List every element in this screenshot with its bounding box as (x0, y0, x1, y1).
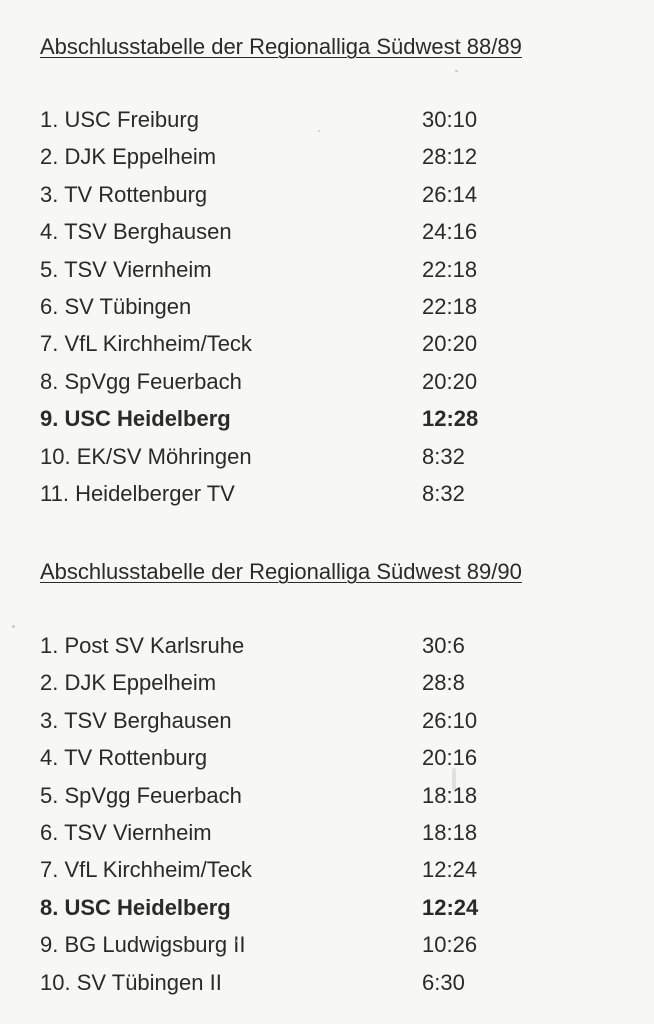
points: 18:18 (422, 782, 478, 808)
standings-table-89-90: 1. Post SV Karlsruhe 30:6 2. DJK Eppelhei… (40, 627, 600, 1001)
points: 8:32 (422, 480, 465, 506)
points: 10:26 (422, 932, 478, 958)
points: 20:16 (422, 745, 478, 771)
team-name: 4. TV Rottenburg (40, 745, 208, 771)
team-name: 9. BG Ludwigsburg II (40, 932, 246, 958)
points: 20:20 (422, 331, 478, 357)
table-row: 1. Post SV Karlsruhe 30:6 (40, 627, 600, 664)
points: 12:28 (422, 406, 479, 432)
points: 12:24 (422, 894, 479, 920)
table-row: 3. TV Rottenburg 26:14 (40, 176, 600, 213)
team-name: 2. DJK Eppelheim (40, 670, 217, 696)
points: 20:20 (422, 368, 478, 394)
points: 18:18 (422, 819, 478, 845)
table-row: 7. VfL Kirchheim/Teck 12:24 (40, 851, 600, 888)
table-row: 11. Heidelberger TV 8:32 (40, 475, 600, 512)
table-row: 2. DJK Eppelheim 28:12 (40, 138, 600, 175)
team-name: 10. EK/SV Möhringen (40, 443, 252, 469)
team-name: 3. TSV Berghausen (40, 707, 232, 733)
scan-speck (236, 940, 238, 942)
table-row-highlighted: 9. USC Heidelberg 12:28 (40, 400, 600, 437)
table-title-88-89: Abschlusstabelle der Regionalliga Südwes… (40, 34, 522, 59)
points: 28:12 (422, 144, 478, 170)
team-name: 7. VfL Kirchheim/Teck (40, 331, 252, 357)
team-name: 10. SV Tübingen II (40, 969, 222, 995)
table-row: 4. TV Rottenburg 20:16 (40, 739, 600, 776)
points: 28:8 (422, 670, 465, 696)
team-name: 5. SpVgg Feuerbach (40, 782, 242, 808)
team-name: 5. TSV Viernheim (40, 256, 212, 282)
table-title-89-90: Abschlusstabelle der Regionalliga Südwes… (40, 559, 522, 584)
team-name: 1. Post SV Karlsruhe (40, 633, 245, 658)
team-name: 2. DJK Eppelheim (40, 144, 217, 170)
points: 24:16 (422, 219, 478, 245)
table-row: 10. EK/SV Möhringen 8:32 (40, 438, 600, 475)
points: 12:24 (422, 857, 478, 883)
table-row: 7. VfL Kirchheim/Teck 20:20 (40, 325, 600, 362)
team-name: 3. TV Rottenburg (40, 181, 208, 207)
table-row: 5. TSV Viernheim 22:18 (40, 251, 600, 288)
team-name: 8. SpVgg Feuerbach (40, 368, 242, 394)
team-name: 7. VfL Kirchheim/Teck (40, 857, 252, 883)
table-row: 9. BG Ludwigsburg II 10:26 (40, 926, 600, 963)
standings-table-88-89: 1. USC Freiburg 30:10 2. DJK Eppelheim 28:… (40, 101, 600, 512)
team-name: 9. USC Heidelberg (40, 406, 231, 432)
team-name: 4. TSV Berghausen (40, 219, 232, 245)
table-row: 6. SV Tübingen 22:18 (40, 288, 600, 325)
points: 8:32 (422, 443, 465, 469)
scan-speck (455, 70, 458, 72)
table-row: 10. SV Tübingen II 6:30 (40, 964, 600, 1001)
team-name: 6. TSV Viernheim (40, 819, 212, 845)
team-name: 6. SV Tübingen (40, 293, 192, 319)
points: 30:6 (422, 633, 465, 658)
table-row: 3. TSV Berghausen 26:10 (40, 702, 600, 739)
points: 26:10 (422, 707, 478, 733)
scan-streak (452, 768, 456, 790)
table-row: 5. SpVgg Feuerbach 18:18 (40, 777, 600, 814)
table-row: 2. DJK Eppelheim 28:8 (40, 664, 600, 701)
scan-speck (12, 625, 15, 628)
scan-speck (318, 130, 320, 132)
table-row-highlighted: 8. USC Heidelberg 12:24 (40, 889, 600, 926)
team-name: 1. USC Freiburg (40, 107, 199, 132)
points: 30:10 (422, 107, 478, 132)
table-row: 6. TSV Viernheim 18:18 (40, 814, 600, 851)
points: 26:14 (422, 181, 478, 207)
points: 22:18 (422, 256, 478, 282)
table-row: 4. TSV Berghausen 24:16 (40, 213, 600, 250)
points: 22:18 (422, 293, 478, 319)
team-name: 11. Heidelberger TV (40, 480, 235, 506)
team-name: 8. USC Heidelberg (40, 894, 231, 920)
points: 6:30 (422, 969, 465, 995)
table-row: 1. USC Freiburg 30:10 (40, 101, 600, 138)
table-row: 8. SpVgg Feuerbach 20:20 (40, 363, 600, 400)
